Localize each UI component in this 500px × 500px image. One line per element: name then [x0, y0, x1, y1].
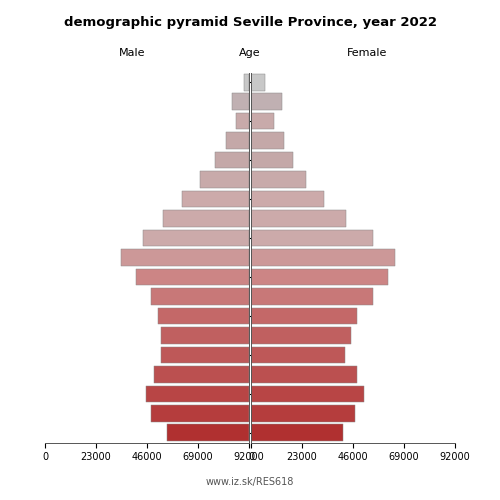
Bar	[152, 288, 249, 304]
Bar	[251, 94, 282, 110]
Bar	[251, 191, 324, 208]
Bar	[214, 152, 249, 168]
Text: www.iz.sk/RES618: www.iz.sk/RES618	[206, 478, 294, 488]
Bar	[146, 386, 249, 402]
Bar	[251, 308, 358, 324]
Bar	[251, 346, 345, 363]
Bar	[251, 74, 266, 90]
Bar	[136, 268, 249, 285]
Bar	[251, 152, 293, 168]
Bar	[232, 94, 249, 110]
Bar	[200, 172, 249, 188]
Bar	[158, 308, 249, 324]
Bar	[251, 249, 395, 266]
Bar	[162, 210, 249, 227]
Text: Female: Female	[348, 48, 388, 58]
Bar	[226, 132, 249, 149]
Bar	[122, 249, 249, 266]
Bar	[244, 74, 249, 90]
Bar	[162, 327, 249, 344]
Bar	[251, 405, 355, 421]
Bar	[154, 366, 249, 382]
Bar	[251, 113, 274, 130]
Bar	[251, 386, 364, 402]
Text: demographic pyramid Seville Province, year 2022: demographic pyramid Seville Province, ye…	[64, 16, 436, 29]
Bar	[142, 230, 249, 246]
Bar	[167, 424, 249, 441]
Bar	[251, 230, 373, 246]
Bar	[162, 346, 249, 363]
Bar	[251, 288, 373, 304]
Bar	[251, 210, 346, 227]
Text: Male: Male	[120, 48, 146, 58]
Bar	[251, 172, 306, 188]
Bar	[152, 405, 249, 421]
Bar	[251, 366, 358, 382]
Bar	[236, 113, 249, 130]
Bar	[251, 268, 388, 285]
Bar	[251, 132, 284, 149]
Bar	[251, 327, 351, 344]
Text: Age: Age	[239, 48, 261, 58]
Bar	[182, 191, 249, 208]
Bar	[251, 424, 343, 441]
